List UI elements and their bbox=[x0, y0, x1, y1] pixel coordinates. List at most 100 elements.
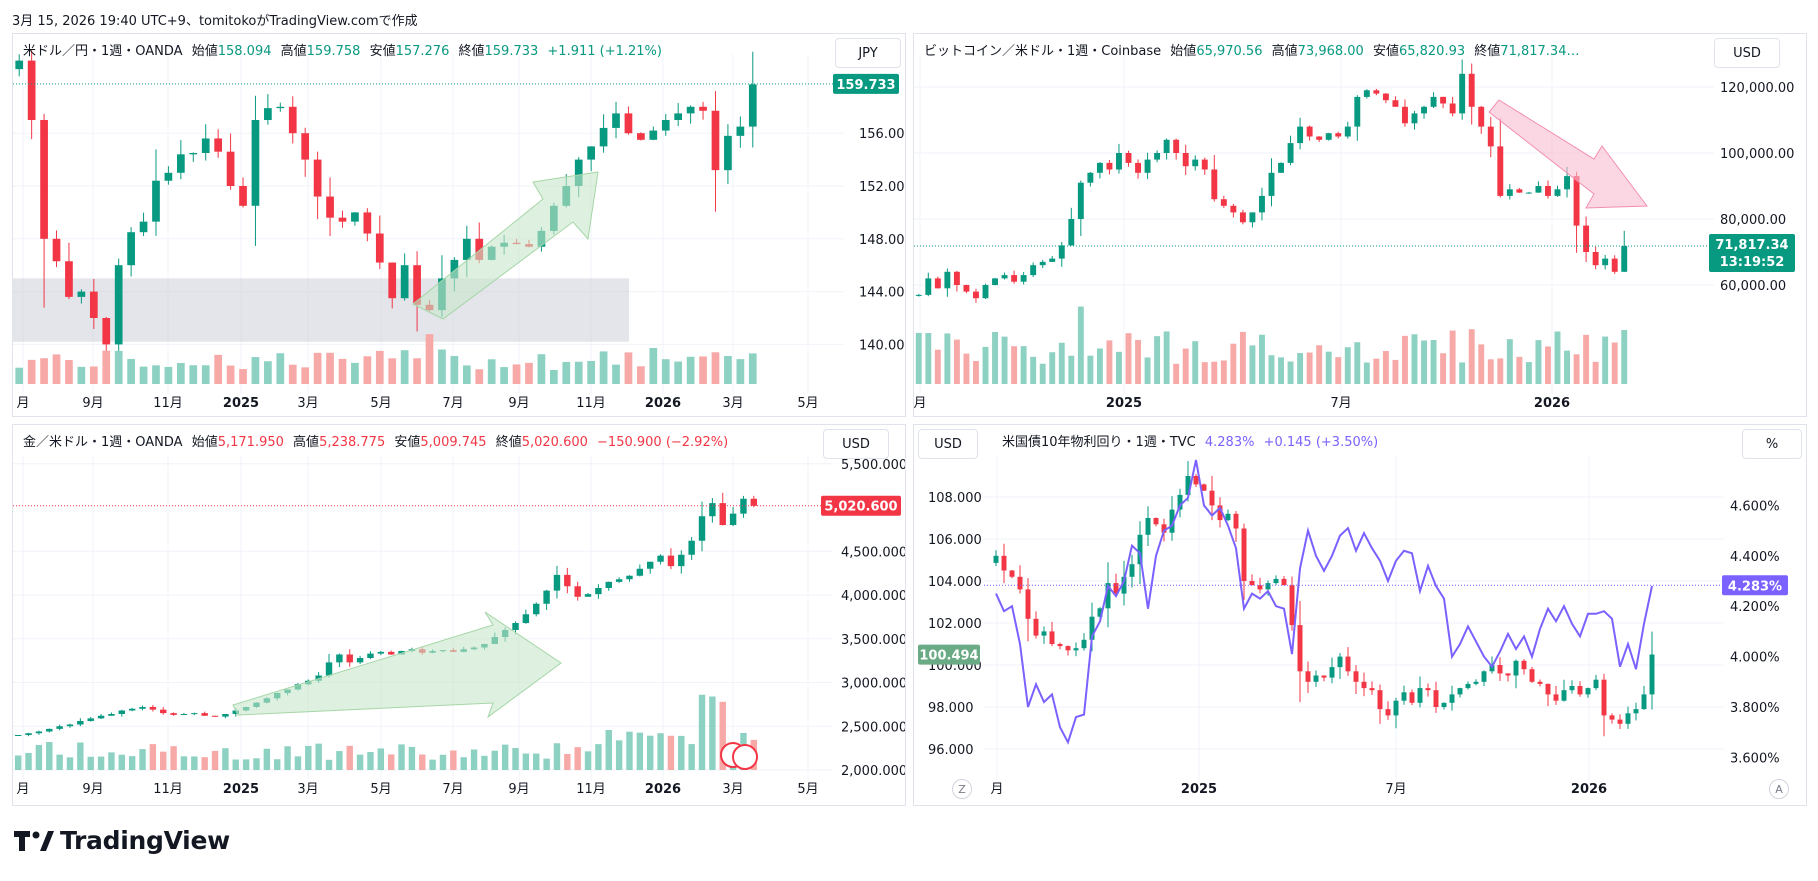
candle-body bbox=[574, 159, 583, 186]
usdjpy-low: 157.276 bbox=[395, 44, 450, 59]
candle-body bbox=[1465, 683, 1471, 689]
candle-body bbox=[1041, 631, 1047, 636]
y-tick-label: 60,000.00 bbox=[1720, 279, 1786, 294]
candle-body bbox=[475, 238, 484, 260]
btcusd-high: 73,968.00 bbox=[1297, 44, 1364, 59]
chart-panel-xauusd[interactable]: 5,500.000 4,500.000 4,000.000 3,500.000 3,00… bbox=[12, 424, 906, 806]
z-button[interactable]: Z bbox=[952, 779, 972, 799]
volume-bar bbox=[549, 369, 558, 384]
trend-arrow bbox=[1488, 99, 1648, 209]
candle-body bbox=[1169, 509, 1175, 533]
candle-body bbox=[1537, 681, 1543, 684]
volume-bar bbox=[14, 755, 22, 770]
us10y-legend: 米国債10年物利回り・1週・TVC 4.283% +0.145 (+3.50%) bbox=[1002, 431, 1383, 450]
candle-body bbox=[1564, 176, 1570, 190]
usdjpy-chart[interactable]: 156.000 152.000 148.000 144.000 140.000 159.7… bbox=[13, 34, 905, 416]
volume-bar bbox=[77, 366, 86, 384]
candle-body bbox=[149, 707, 157, 710]
usdjpy-high: 159.758 bbox=[306, 44, 361, 59]
candle-body bbox=[1325, 133, 1332, 140]
brand-name: TradingView bbox=[60, 826, 230, 855]
y-tick-label-left: 98.000 bbox=[928, 701, 974, 716]
candle-body bbox=[1449, 694, 1455, 703]
candle-body bbox=[232, 710, 239, 714]
candle-body bbox=[325, 662, 333, 676]
candle-body bbox=[1192, 159, 1199, 167]
btcusd-open: 65,970.56 bbox=[1196, 44, 1263, 59]
candle-body bbox=[1421, 106, 1427, 114]
volume-bar bbox=[164, 366, 173, 384]
usdjpy-high-label: 高値 bbox=[280, 44, 307, 59]
candle-body bbox=[1033, 618, 1039, 636]
candle-body bbox=[201, 138, 210, 153]
dxy-currency-button[interactable]: USD bbox=[918, 429, 978, 459]
usdjpy-currency-button[interactable]: JPY bbox=[835, 38, 901, 68]
candle-body bbox=[740, 498, 747, 514]
y-tick-label: 4,000.000 bbox=[841, 589, 905, 604]
volume-bar bbox=[1440, 353, 1447, 384]
volume-bar bbox=[481, 755, 488, 770]
y-tick-label: 5,500.000 bbox=[841, 458, 905, 473]
y-tick-label: 2,000.000 bbox=[841, 764, 905, 779]
candle-body bbox=[1440, 96, 1447, 104]
candle-body bbox=[1641, 694, 1647, 710]
x-tick-label: 2025 bbox=[223, 782, 259, 797]
xauusd-chart[interactable]: 5,500.000 4,500.000 4,000.000 3,500.000 3,00… bbox=[13, 425, 905, 805]
x-tick-label: 月 bbox=[914, 396, 927, 411]
candle-body bbox=[450, 259, 459, 279]
candle-body bbox=[1096, 162, 1103, 173]
btcusd-chart[interactable]: 120,000.00 100,000.00 80,000.00 60,000.00 71… bbox=[914, 34, 1806, 416]
candle-body bbox=[89, 291, 98, 318]
volume-bar bbox=[584, 751, 592, 770]
y-tick-label-left: 108.000 bbox=[928, 491, 982, 506]
xauusd-open-label: 始値 bbox=[191, 435, 218, 450]
volume-bar bbox=[211, 750, 219, 770]
candle-body bbox=[1211, 169, 1218, 200]
candle-body bbox=[1649, 654, 1655, 695]
volume-bar bbox=[1373, 358, 1380, 384]
xauusd-legend: 金／米ドル・1週・OANDA 始値5,171.950 高値5,238.775 安… bbox=[23, 431, 733, 450]
volume-bar bbox=[699, 356, 707, 384]
candle-body bbox=[1577, 686, 1583, 695]
volume-bar bbox=[1430, 340, 1437, 384]
candle-body bbox=[226, 151, 235, 186]
volume-bar bbox=[1182, 348, 1189, 384]
candle-body bbox=[1154, 153, 1161, 160]
btcusd-currency-button[interactable]: USD bbox=[1714, 38, 1780, 68]
y-tick-label: 3,500.000 bbox=[841, 633, 905, 648]
x-tick-label: 9月 bbox=[82, 396, 103, 411]
volume-bar bbox=[77, 742, 84, 770]
candle-body bbox=[180, 714, 188, 715]
volume-bar bbox=[1154, 336, 1161, 384]
y-tick-label: 156.000 bbox=[859, 127, 905, 142]
a-button[interactable]: A bbox=[1769, 779, 1789, 799]
volume-bar bbox=[46, 742, 53, 770]
tradingview-brand[interactable]: TradingView bbox=[14, 826, 230, 855]
candle-body bbox=[222, 714, 229, 717]
chart-panel-btcusd[interactable]: 120,000.00 100,000.00 80,000.00 60,000.00 71… bbox=[913, 33, 1807, 417]
volume-bar bbox=[1354, 342, 1361, 384]
chart-panel-usdjpy[interactable]: 156.000 152.000 148.000 144.000 140.000 159.7… bbox=[12, 33, 906, 417]
candle-body bbox=[1268, 172, 1275, 196]
candle-body bbox=[1553, 694, 1559, 701]
volume-bar bbox=[201, 365, 210, 384]
xauusd-currency-button[interactable]: USD bbox=[823, 429, 889, 459]
volume-bar bbox=[1316, 345, 1323, 384]
candle-body bbox=[118, 710, 126, 714]
candle-body bbox=[1385, 709, 1391, 716]
x-tick-label: 7月 bbox=[442, 396, 463, 411]
candle-body bbox=[1106, 162, 1113, 170]
volume-bar bbox=[1468, 329, 1475, 384]
volume-bar bbox=[1220, 360, 1227, 384]
us10y-chart[interactable]: 108.000106.000104.000102.000100.00098.00… bbox=[914, 425, 1806, 805]
volume-bar bbox=[615, 740, 623, 770]
volume-bar bbox=[388, 358, 397, 384]
volume-bar bbox=[1564, 350, 1570, 384]
volume-bar bbox=[686, 356, 695, 384]
x-tick-label: 11月 bbox=[153, 782, 183, 797]
us10y-unit-button[interactable]: % bbox=[1742, 429, 1802, 459]
volume-bar bbox=[1068, 355, 1075, 384]
candle-body bbox=[1617, 719, 1623, 724]
chart-panel-us10y[interactable]: 108.000 106.000 104.000 102.000 100.000 98.00… bbox=[913, 424, 1807, 806]
volume-bar bbox=[1516, 356, 1523, 384]
